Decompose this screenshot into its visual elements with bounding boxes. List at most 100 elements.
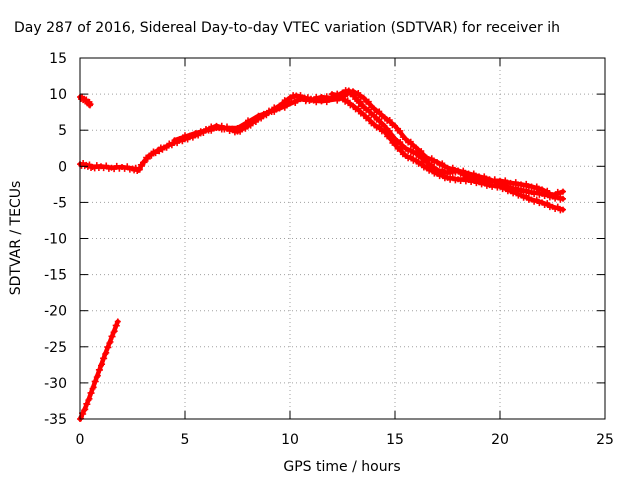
- data-point: [218, 126, 225, 133]
- data-point: [308, 95, 314, 102]
- data-point: [182, 132, 188, 139]
- data-point: [148, 152, 155, 159]
- data-point: [365, 114, 372, 121]
- data-point: [213, 125, 220, 132]
- data-point: [208, 127, 215, 134]
- data-point: [376, 108, 383, 115]
- data-point: [90, 384, 97, 391]
- data-point: [386, 127, 393, 134]
- data-point: [101, 355, 108, 362]
- data-point: [176, 137, 183, 144]
- data-point: [96, 366, 103, 373]
- data-point: [533, 183, 540, 190]
- data-point: [87, 101, 94, 108]
- data-point: [397, 139, 404, 146]
- data-point: [80, 411, 87, 418]
- chart-title: Day 287 of 2016, Sidereal Day-to-day VTE…: [14, 20, 560, 36]
- data-point: [247, 122, 254, 129]
- y-tick-label: 5: [58, 123, 67, 139]
- data-point: [318, 98, 325, 105]
- data-point: [113, 322, 120, 329]
- data-point: [86, 161, 93, 168]
- data-point: [355, 105, 362, 112]
- data-point: [144, 155, 151, 162]
- x-tick-label: 25: [596, 432, 614, 448]
- data-point: [413, 157, 419, 164]
- data-point: [78, 415, 85, 422]
- data-point: [342, 93, 349, 100]
- data-point: [449, 174, 456, 181]
- data-point: [460, 169, 467, 176]
- data-point: [439, 160, 446, 167]
- data-point: [544, 187, 551, 194]
- data-point: [88, 390, 95, 397]
- data-point: [81, 407, 88, 414]
- data-point: [94, 372, 101, 379]
- data-point: [552, 192, 559, 199]
- data-point: [103, 162, 110, 169]
- data-point: [449, 164, 456, 171]
- data-point: [163, 144, 170, 151]
- data-point: [397, 145, 404, 152]
- data-point: [323, 93, 330, 100]
- data-point: [455, 167, 461, 174]
- data-point: [156, 148, 163, 155]
- data-point: [512, 188, 519, 195]
- data-point: [502, 177, 509, 184]
- data-point: [141, 159, 148, 166]
- data-point: [544, 200, 551, 207]
- data-point: [381, 122, 388, 129]
- x-tick-label: 0: [76, 432, 85, 448]
- data-point: [99, 361, 106, 368]
- data-point: [413, 144, 419, 151]
- data-point: [371, 121, 377, 128]
- data-point: [323, 99, 330, 106]
- data-point: [292, 100, 299, 107]
- data-point: [386, 133, 393, 140]
- grid: [80, 58, 605, 419]
- data-point: [237, 128, 244, 135]
- data-point: [287, 99, 293, 106]
- data-point: [360, 111, 367, 118]
- data-point: [84, 401, 91, 408]
- data-point: [371, 105, 377, 112]
- y-tick-label: -30: [44, 376, 67, 392]
- data-point: [234, 125, 241, 132]
- ticks: 0 5 10 15 20 25 15 10 5 0 -5 -10 -15 -20 -25 -30 -35: [44, 51, 614, 448]
- y-tick-label: -25: [44, 340, 67, 356]
- data-point: [203, 126, 209, 133]
- data-point: [560, 195, 566, 202]
- data-point: [371, 112, 377, 119]
- y-axis-title: SDTVAR / TECUs: [8, 181, 24, 296]
- x-tick-label: 5: [181, 432, 190, 448]
- data-point: [407, 153, 414, 160]
- data-point: [276, 105, 283, 112]
- y-tick-label: -35: [44, 412, 67, 428]
- data-point: [386, 117, 393, 124]
- data-point: [560, 188, 566, 195]
- x-tick-label: 15: [386, 432, 404, 448]
- data-point: [260, 112, 267, 119]
- data-point: [83, 96, 90, 103]
- data-point: [428, 166, 435, 173]
- data-point: [281, 104, 288, 111]
- data-point: [245, 117, 251, 124]
- data-point: [313, 99, 320, 106]
- data-point: [239, 123, 246, 130]
- data-point: [560, 206, 566, 213]
- data-point: [376, 123, 383, 130]
- data-point: [109, 333, 116, 340]
- data-point: [138, 162, 145, 169]
- data-point: [250, 117, 257, 124]
- data-point: [381, 128, 388, 135]
- data-point: [297, 96, 304, 103]
- data-point: [407, 138, 414, 145]
- data-point: [334, 97, 341, 104]
- data-point: [554, 203, 561, 210]
- data-point: [80, 159, 87, 166]
- data-point: [124, 163, 131, 170]
- data-point: [187, 133, 194, 140]
- data-point: [107, 338, 114, 345]
- data-point: [365, 98, 372, 105]
